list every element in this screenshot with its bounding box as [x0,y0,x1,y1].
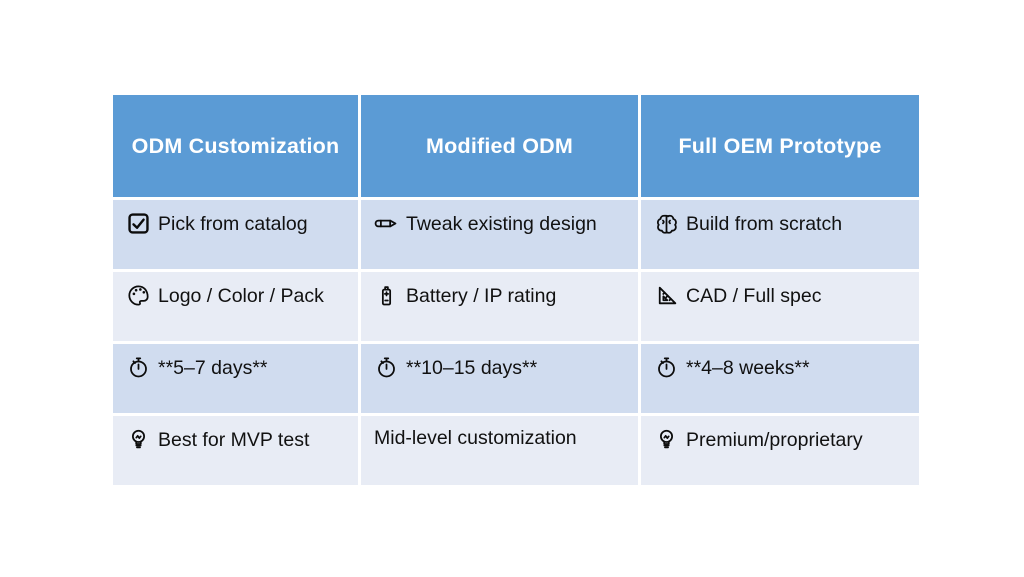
table-cell: Best for MVP test [110,413,361,488]
cell-text: CAD / Full spec [686,285,822,307]
pencil-icon [374,211,399,236]
comparison-table: ODM Customization Modified ODM Full OEM Pr… [110,92,922,488]
table-row: Best for MVP test Mid-level customization… [110,413,922,488]
cell-text: Logo / Color / Pack [158,285,324,307]
column-header: ODM Customization [110,92,361,200]
triangle-ruler-icon [654,283,679,308]
brain-icon [654,211,679,236]
cell-text: **10–15 days** [406,357,538,379]
table-cell: Logo / Color / Pack [110,269,361,344]
table-cell: Pick from catalog [110,197,361,272]
table-cell: Premium/proprietary [638,413,922,488]
stopwatch-icon [374,355,399,380]
palette-icon [126,283,151,308]
cell-text: Mid-level customization [374,427,577,449]
checkbox-check-icon [126,211,151,236]
cell-text: **5–7 days** [158,357,268,379]
table-cell: Build from scratch [638,197,922,272]
table-row: **5–7 days** **10–15 days** **4–8 weeks** [110,341,922,416]
table-row: Pick from catalog Tweak existing design Bu… [110,197,922,272]
column-header: Modified ODM [358,92,641,200]
lightbulb-icon [126,427,151,452]
stopwatch-icon [654,355,679,380]
table-row: Logo / Color / Pack Battery / IP rating CA… [110,269,922,344]
table-cell: CAD / Full spec [638,269,922,344]
lightbulb-icon [654,427,679,452]
cell-text: Build from scratch [686,213,843,235]
table-cell: Battery / IP rating [358,269,641,344]
table-cell: **10–15 days** [358,341,641,416]
cell-text: Pick from catalog [158,213,308,235]
cell-text: Best for MVP test [158,429,310,451]
header-row: ODM Customization Modified ODM Full OEM Pr… [110,92,922,200]
table-cell: Tweak existing design [358,197,641,272]
table-cell: **5–7 days** [110,341,361,416]
column-header: Full OEM Prototype [638,92,922,200]
cell-text: Tweak existing design [406,213,597,235]
cell-text: Battery / IP rating [406,285,557,307]
table-cell: **4–8 weeks** [638,341,922,416]
cell-text: Premium/proprietary [686,429,863,451]
battery-icon [374,283,399,308]
table-body: Pick from catalog Tweak existing design Bu… [110,197,922,488]
cell-text: **4–8 weeks** [686,357,810,379]
stopwatch-icon [126,355,151,380]
table-cell: Mid-level customization [358,413,641,488]
